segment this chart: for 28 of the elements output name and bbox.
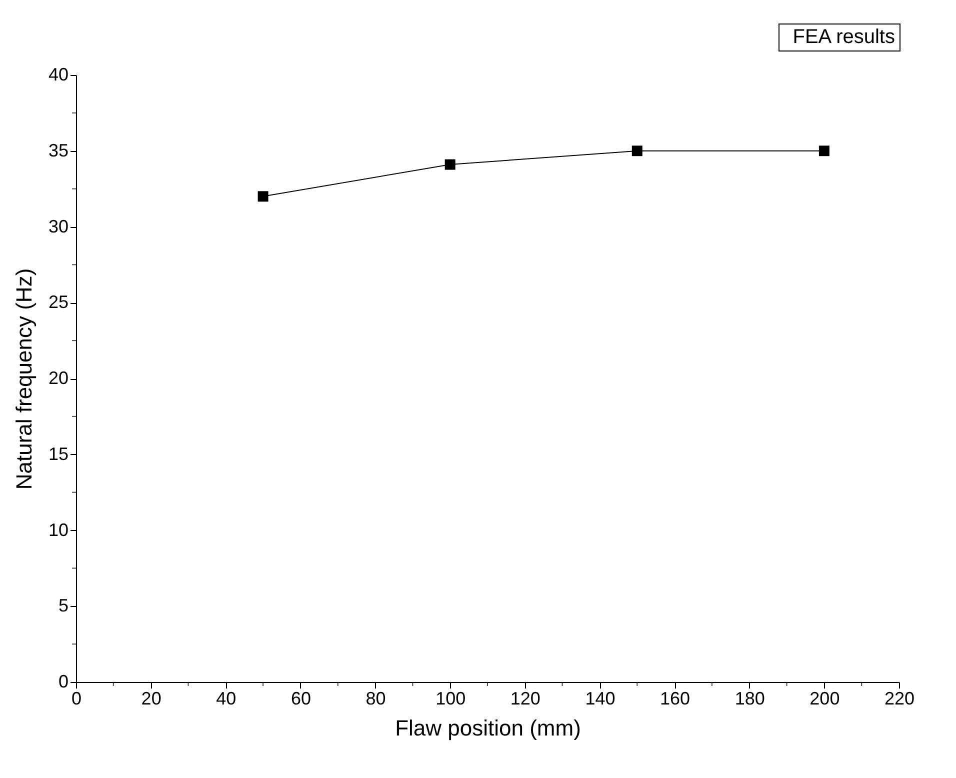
x-tick-label: 0 <box>71 688 82 708</box>
x-tick-label: 60 <box>290 688 311 708</box>
y-tick-label: 5 <box>58 596 68 616</box>
y-tick-label: 10 <box>48 520 68 540</box>
y-tick-label: 0 <box>58 672 68 692</box>
x-axis-title: Flaw position (mm) <box>395 716 581 740</box>
point <box>258 191 268 202</box>
x-tick-label: 120 <box>510 688 540 708</box>
x-tick-label: 80 <box>366 688 386 708</box>
x-tick-label: 180 <box>734 688 765 708</box>
point <box>632 146 642 156</box>
x-tick-label: 140 <box>585 688 616 708</box>
x-tick-label: 100 <box>436 688 466 708</box>
point <box>818 146 830 156</box>
x-tick-label: 200 <box>810 688 840 708</box>
y-tick-label: 15 <box>48 444 68 464</box>
y-tick-label: 20 <box>48 368 68 388</box>
x-tick-label: 160 <box>660 688 690 708</box>
y-tick-label: 30 <box>48 216 68 236</box>
x-tick-label: 220 <box>884 688 915 708</box>
y-tick-label: 35 <box>48 140 68 160</box>
y-axis-title: Natural frequency (Hz) <box>11 268 36 490</box>
point <box>444 159 456 170</box>
x-tick-label: 40 <box>216 688 236 708</box>
text: FEA results <box>792 26 895 48</box>
x-tick-label: 20 <box>141 688 162 708</box>
y-tick-label: 40 <box>48 64 68 84</box>
y-tick-label: 25 <box>48 292 68 312</box>
